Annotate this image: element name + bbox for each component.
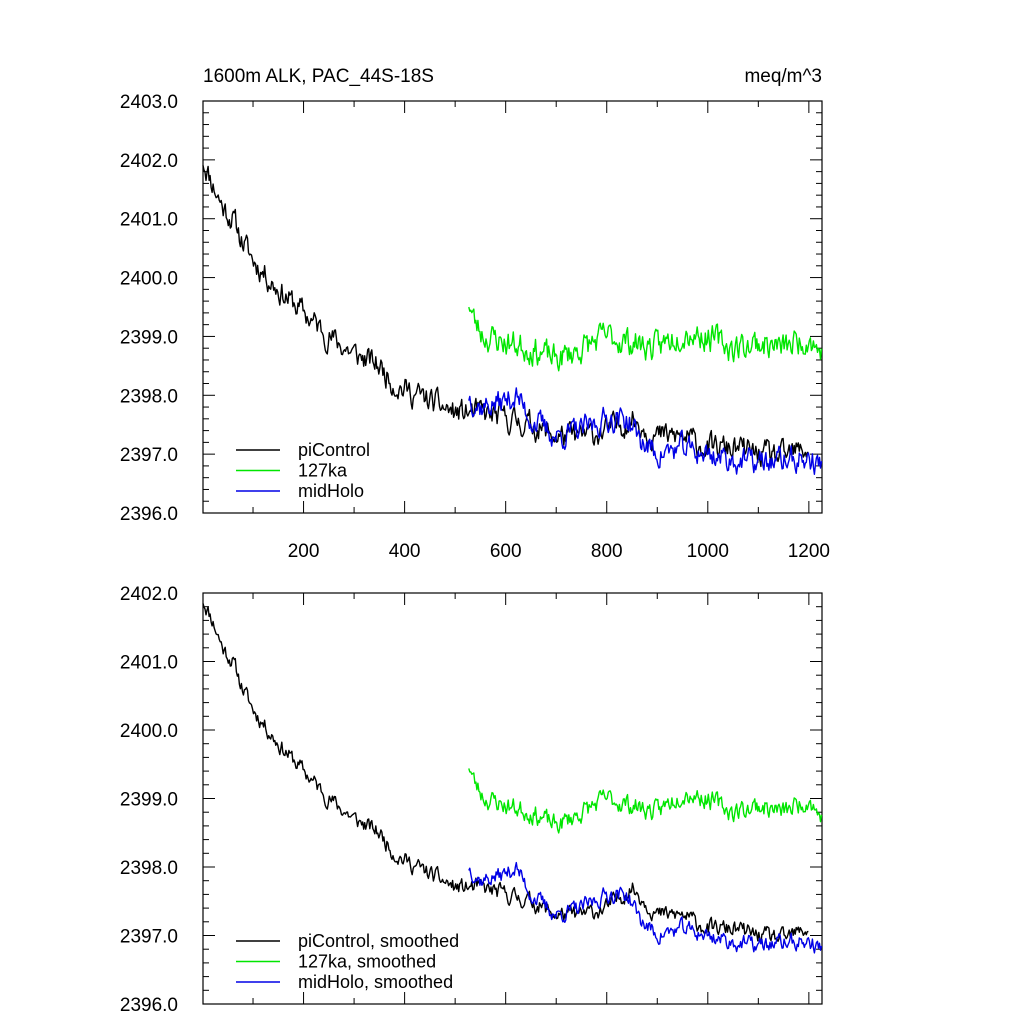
x-tick-label: 1200: [788, 541, 830, 562]
y-ticks: [203, 100, 822, 514]
legend-label: piControl, smoothed: [298, 931, 459, 951]
top-panel: 200 400 600 800 1000 1200 2396.0 2397.0 2398.0 23…: [120, 92, 830, 562]
bottom-panel: 2396.0 2397.0 2398.0 2399.0 2400.0 2401.0 2402…: [120, 584, 823, 1016]
y-tick-label: 2400.0: [120, 269, 178, 290]
legend-label: piControl: [298, 440, 370, 460]
x-tick-label: 1000: [687, 541, 729, 562]
series-line-midholo: [468, 861, 823, 954]
series-line-picontrol: [202, 165, 809, 468]
y-tick-label: 2400.0: [120, 721, 178, 742]
y-tick-label: 2402.0: [120, 584, 178, 605]
legend-label: 127ka: [298, 461, 348, 481]
x-ticks: [252, 101, 810, 513]
x-tick-label: 200: [288, 541, 320, 562]
series-line-midholo: [468, 387, 823, 475]
plot-frame: [202, 100, 823, 514]
y-tick-label: 2403.0: [120, 92, 178, 113]
figure-title: 1600m ALK, PAC_44S-18S: [203, 66, 434, 87]
y-ticks: [203, 592, 822, 1005]
y-tick-label: 2396.0: [120, 995, 178, 1016]
y-tick-label: 2402.0: [120, 151, 178, 172]
y-tick-label: 2397.0: [120, 927, 178, 948]
y-tick-label: 2401.0: [120, 653, 178, 674]
y-tick-label: 2399.0: [120, 790, 178, 811]
x-ticks: [252, 593, 810, 1004]
series-line-picontrol: [202, 603, 809, 945]
series-line-127ka: [468, 768, 823, 834]
legend-label: 127ka, smoothed: [298, 952, 436, 972]
y-tick-label: 2399.0: [120, 327, 178, 348]
legend-label: midHolo: [298, 481, 364, 501]
series-line-127ka: [468, 306, 823, 372]
y-tick-label: 2401.0: [120, 210, 178, 231]
figure-units: meq/m^3: [744, 66, 822, 87]
y-tick-label: 2396.0: [120, 504, 178, 525]
x-tick-label: 600: [490, 541, 522, 562]
x-tick-label: 400: [389, 541, 421, 562]
legend-label: midHolo, smoothed: [298, 972, 453, 992]
y-tick-label: 2397.0: [120, 445, 178, 466]
x-tick-label: 800: [591, 541, 623, 562]
y-tick-label: 2398.0: [120, 858, 178, 879]
y-tick-label: 2398.0: [120, 386, 178, 407]
